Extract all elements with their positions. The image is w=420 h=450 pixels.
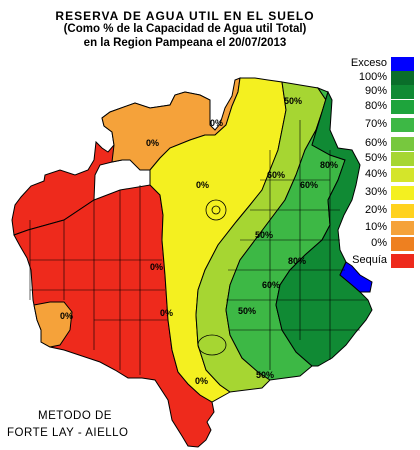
legend-swatch [391, 168, 414, 182]
legend-swatch [391, 57, 414, 71]
legend-swatch [391, 221, 414, 235]
map-title: RESERVA DE AGUA UTIL EN EL SUELO [55, 9, 315, 23]
legend-item: Sequía [352, 254, 420, 268]
contour-label: 50% [255, 230, 274, 240]
contour-label: 80% [320, 160, 339, 170]
legend-swatch [391, 137, 414, 151]
legend-swatch [391, 71, 414, 85]
legend-swatch [391, 118, 414, 132]
legend-item: 20% [360, 204, 420, 218]
legend-label: 30% [364, 186, 387, 198]
contour-label: 50% [238, 306, 257, 316]
legend-label: 90% [364, 85, 387, 97]
legend-item: 10% [360, 221, 420, 235]
method-line-2: FORTE LAY - AIELLO [7, 427, 129, 439]
legend-label: Sequía [352, 254, 387, 266]
contour-center-ring-inner [211, 205, 221, 215]
legend-swatch [391, 254, 414, 268]
legend-swatch [391, 152, 414, 166]
legend-item: Exceso [351, 57, 420, 71]
legend-label: 40% [364, 168, 387, 180]
legend-swatch [391, 204, 414, 218]
contour-label: 0% [60, 311, 74, 321]
legend-item: 90% [360, 85, 420, 99]
contour-label: 0% [210, 118, 224, 128]
legend-item: 60% [360, 137, 420, 151]
department-lines [29, 120, 368, 375]
legend-label: 80% [364, 100, 387, 112]
legend-item: 0% [360, 237, 420, 251]
legend-swatch [391, 237, 414, 251]
legend-label: 20% [364, 204, 387, 216]
contour-label: 50% [256, 370, 275, 380]
legend-label: 10% [364, 221, 387, 233]
legend-swatch [391, 85, 414, 99]
legend-label: 70% [364, 118, 387, 130]
legend-label: 60% [364, 137, 387, 149]
contour-center-ring [205, 199, 227, 221]
method-line-1: METODO DE [38, 410, 112, 422]
legend-label: 100% [358, 71, 387, 83]
legend-label: 50% [364, 152, 387, 164]
contour-label: 80% [288, 256, 307, 266]
legend-swatch [391, 186, 414, 200]
contour-label: 50% [284, 96, 303, 106]
contour-label: 60% [267, 170, 286, 180]
region-orange-west [33, 301, 73, 348]
legend-item: 100% [358, 71, 420, 85]
legend-label: 0% [371, 237, 387, 249]
contour-label: 60% [262, 280, 281, 290]
contour-label: 0% [146, 138, 160, 148]
legend-item: 30% [360, 186, 420, 200]
legend-item: 70% [360, 118, 420, 132]
contour-label: 0% [195, 376, 209, 386]
legend-label: Exceso [350, 57, 387, 69]
contour-label: 0% [160, 308, 174, 318]
region-exceso [339, 261, 373, 293]
contour-label: 0% [196, 180, 210, 190]
legend-item: 40% [360, 168, 420, 182]
legend-item: 80% [360, 100, 420, 114]
map-date-line: en la Region Pampeana el 20/07/2013 [83, 37, 287, 49]
map-subtitle: (Como % de la Capacidad de Agua util Tot… [63, 23, 307, 35]
contour-label: 0% [150, 262, 164, 272]
legend-item: 50% [360, 152, 420, 166]
legend-swatch [391, 100, 414, 114]
contour-south-ring [197, 334, 227, 356]
contour-label: 60% [300, 180, 319, 190]
